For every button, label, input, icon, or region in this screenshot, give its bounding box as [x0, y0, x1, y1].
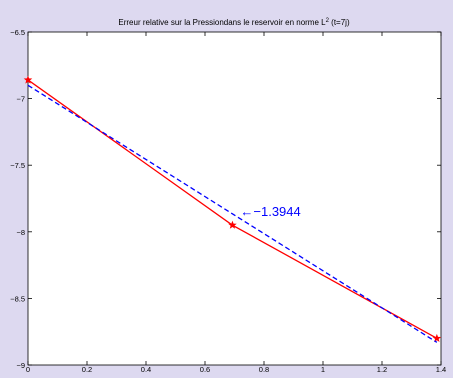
chart-title-suffix: (t=7j) [329, 18, 350, 27]
axis-ticks: 0 0.2 0.4 0.6 0.8 1 1.2 1.4 −9 −8.5 −8 −7.5 −7 −6.5 [10, 28, 446, 374]
x-tick-label: 0.8 [259, 365, 269, 373]
y-tick-label: −7 [16, 95, 25, 104]
y-tick-label: −8 [16, 228, 25, 237]
y-tick-label: −6.5 [10, 28, 25, 37]
x-tick-label: 0.6 [200, 365, 210, 373]
data-point-star [432, 333, 442, 342]
x-tick-label: 0.4 [141, 365, 151, 373]
chart-title-superscript: 2 [326, 18, 330, 24]
slope-annotation: ←−1.3944 [240, 204, 300, 219]
x-tick-label: 1.4 [436, 365, 446, 373]
x-tick-label: 0 [26, 365, 30, 373]
y-tick-label: −9 [16, 361, 25, 370]
y-tick-label: −8.5 [10, 294, 25, 303]
x-tick-label: 1 [321, 365, 325, 373]
y-tick-label: −7.5 [10, 161, 25, 170]
series-layer [23, 75, 442, 343]
fit-line-dashed [27, 84, 438, 343]
plot-area [27, 31, 442, 366]
data-point-star [228, 220, 237, 229]
chart-title: Erreur relative sur la Pressiondans le r… [118, 18, 350, 27]
x-tick-label: 1.2 [377, 365, 387, 373]
data-point-star [23, 75, 33, 84]
x-tick-label: 0.2 [82, 365, 92, 373]
